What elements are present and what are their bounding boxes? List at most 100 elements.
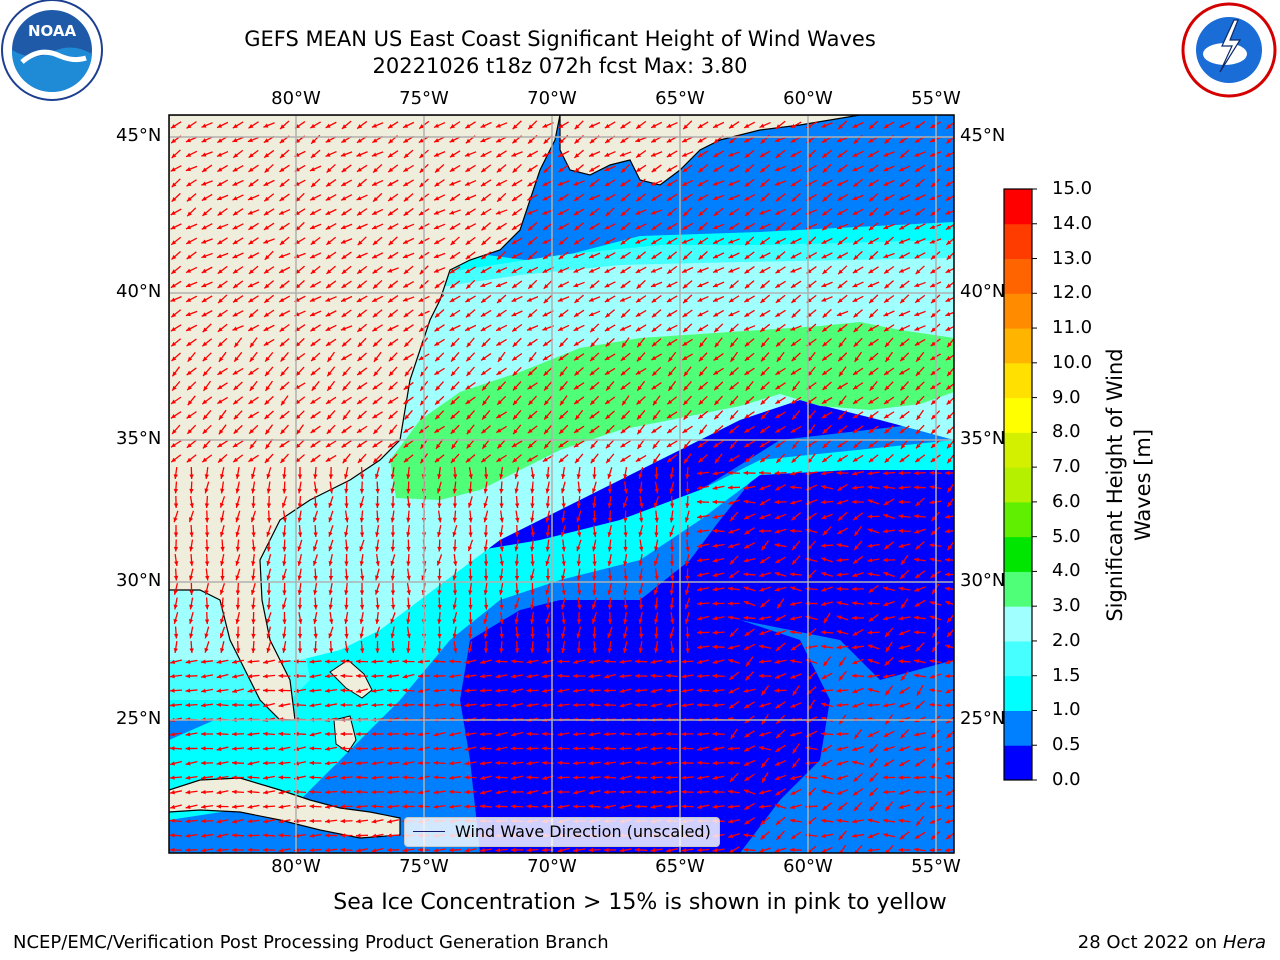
wave-arrow [217,237,228,245]
wave-arrow [232,136,244,143]
wave-arrow [697,150,709,158]
wave-arrow [728,164,740,173]
wave-arrow [170,223,182,230]
wave-arrow [216,121,229,129]
wave-arrow [650,180,663,186]
wave-arrow [883,179,895,187]
wave-arrow [372,236,383,246]
wave-arrow [713,207,724,217]
wave-arrow [915,178,925,188]
wave-arrow [790,121,802,129]
colorbar-segment [1004,745,1032,781]
wave-arrow [496,222,507,231]
wave-arrow [201,151,213,157]
wave-arrow [775,193,786,202]
lon-label-top: 65°W [655,88,705,109]
wave-arrow [914,252,926,259]
wave-arrow [278,252,291,259]
wave-arrow [201,281,213,288]
wave-arrow [852,236,864,246]
wave-arrow [481,222,491,231]
wave-arrow [232,223,244,230]
wave-arrow [449,280,461,289]
wave-arrow [868,266,879,274]
wave-arrow [898,209,911,215]
wave-arrow [853,250,863,261]
wave-arrow [232,149,244,159]
wave-arrow [945,195,954,201]
wave-arrow [836,136,849,143]
wave-arrow [914,164,926,173]
wave-arrow [325,150,337,158]
wave-arrow [836,208,849,216]
wave-arrow [728,194,740,201]
wave-arrow [464,151,477,157]
wave-arrow [822,163,832,174]
wave-arrow [186,251,197,260]
colorbar-segment [1004,710,1032,746]
wave-arrow [402,179,415,187]
wave-arrow [681,136,694,143]
wave-arrow [402,280,415,289]
wave-arrow [574,120,584,130]
wave-arrow [682,222,693,231]
wave-arrow [852,165,864,172]
lat-label-right: 40°N [960,281,1006,302]
wave-arrow [481,236,491,246]
wave-arrow [651,222,662,231]
land-cuba [169,777,401,839]
wave-arrow [712,194,725,201]
colorbar-title: Significant Height of Wind Waves [m] [1103,348,1155,622]
wave-arrow [589,237,600,245]
colorbar-segment [1004,328,1032,364]
wave-arrow [449,266,461,274]
wave-arrow [698,250,708,261]
wave-arrow [790,237,802,245]
lon-label-top: 60°W [783,88,833,109]
wave-arrow [821,252,833,259]
wave-arrow [201,164,213,173]
wave-arrow [279,236,290,246]
wave-arrow [232,208,244,216]
wave-arrow [620,236,631,246]
wave-arrow [898,252,911,259]
wave-arrow [263,193,275,202]
wave-arrow [527,164,538,173]
wave-arrow [217,164,228,173]
wave-arrow [325,194,337,201]
wave-arrow [915,265,925,275]
wave-arrow [372,163,383,174]
wave-arrow [822,265,832,275]
wave-arrow [217,207,228,217]
wave-arrow [790,252,802,259]
wave-arrow [774,180,787,186]
wave-arrow [698,207,708,217]
wave-arrow [340,238,353,244]
wave-arrow [216,150,229,158]
wave-arrow [185,281,198,288]
colorbar-segment [1004,397,1032,433]
wave-arrow [574,164,584,173]
wave-arrow [495,122,508,128]
wave-arrow [433,209,446,215]
wave-arrow [511,151,523,157]
wave-arrow [666,193,678,202]
wave-arrow [743,193,756,202]
wave-arrow [821,122,833,128]
wave-arrow [651,193,662,202]
wave-arrow [527,279,538,290]
wave-arrow [185,266,198,274]
wave-arrow [449,193,461,202]
colorbar-segment [1004,189,1032,225]
wave-arrow [636,178,646,188]
wave-arrow [216,194,229,201]
wave-arrow [340,223,353,230]
wave-arrow [588,151,601,157]
wave-arrow [263,149,275,159]
colorbar-tick-label: 4.0 [1052,560,1081,582]
wave-arrow [357,236,367,246]
wave-arrow [356,265,368,275]
wave-arrow [620,179,631,187]
wave-arrow [325,121,337,129]
wave-arrow [759,164,771,173]
